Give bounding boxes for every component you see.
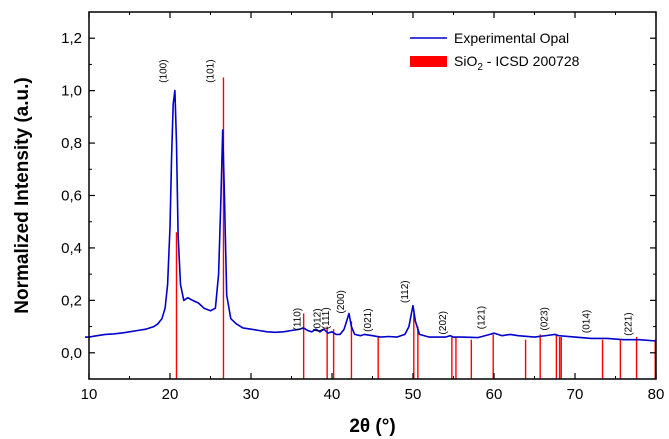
y-axis-ticks: 0,0 0,2 0,4 0,6 0,8 1,0 1,2 [61,11,656,362]
peak-label: (202) [438,311,449,334]
x-tick-label: 20 [162,386,179,403]
x-tick-label: 50 [405,386,422,403]
peak-label: (101) [206,59,217,82]
peak-label: (112) [400,280,411,303]
x-tick-label: 10 [81,386,98,403]
x-axis-ticks: 10 20 30 40 50 60 70 80 [81,12,665,403]
peak-label: (012) [313,308,324,331]
legend-box-swatch [410,56,447,67]
legend: Experimental Opal SiO2 - ICSD 200728 [410,30,580,73]
x-tick-label: 70 [567,386,584,403]
series-line-experimental-opal [85,89,657,342]
peak-label: (100) [159,59,170,82]
y-tick-label: 0,4 [61,240,82,257]
peak-label: (111) [321,307,332,329]
legend-label-reference: SiO2 - ICSD 200728 [454,53,580,73]
y-tick-label: 0,6 [61,188,82,205]
peak-label: (121) [476,306,487,329]
reference-lines [175,77,656,379]
x-tick-label: 80 [648,386,665,403]
x-axis-label: 2θ (°) [349,416,395,437]
peak-label: (023) [539,307,550,330]
peak-label: (200) [336,290,347,313]
y-tick-label: 0,2 [61,292,82,309]
y-tick-label: 1,0 [61,83,82,100]
peak-label: (021) [363,308,374,331]
x-tick-label: 30 [243,386,260,403]
peak-label: (221) [624,312,635,335]
legend-label-sio: SiO [454,53,477,69]
y-tick-label: 0,8 [61,135,82,152]
y-tick-label: 0,0 [61,345,82,362]
y-axis-label: Normalized Intensity (a.u.) [12,77,33,313]
legend-label-icsd: - ICSD 200728 [483,53,580,69]
legend-label-experimental: Experimental Opal [454,30,569,46]
y-tick-label: 1,2 [61,30,82,47]
x-tick-label: 40 [324,386,341,403]
peak-label: (014) [582,310,593,333]
series-layer [85,89,657,342]
peak-label: (110) [292,308,303,331]
legend-label-subscript: 2 [477,62,483,73]
peak-labels: (100) (101) (110) (012)(111) (200) (021) (112)… [159,59,635,335]
x-tick-label: 60 [486,386,503,403]
